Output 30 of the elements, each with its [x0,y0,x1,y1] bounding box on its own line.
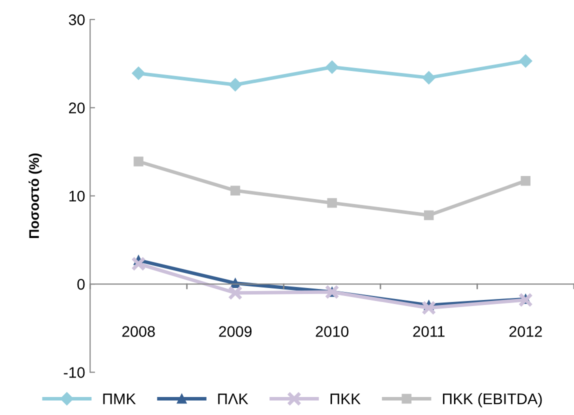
y-tick-label: 20 [69,102,85,114]
x-tick-label: 2012 [509,326,542,337]
point [520,176,530,186]
y-tick-label: 10 [69,190,85,202]
point [230,186,240,196]
x-tick-label: 2011 [413,326,445,337]
point [132,66,146,80]
point [324,284,340,300]
legend-label: ΠΛΚ [218,394,248,404]
point [131,256,146,272]
y-tick-label: 30 [68,14,85,26]
point [519,54,532,68]
x-tick-label: 2009 [219,326,252,337]
legend-label: ΠΚΚ [330,394,361,404]
point [422,71,436,84]
y-tick-label: -10 [64,367,85,378]
point [518,292,533,308]
point [424,210,434,220]
x-tick-label: 2008 [122,326,155,337]
legend-label: ΠΚΚ (EBITDA) [442,393,542,408]
point [228,78,242,92]
point [228,286,243,300]
point [422,300,436,316]
point [325,60,339,74]
legend-label: ΠΜΚ [103,394,136,404]
y-axis-title: Ποσοστό (%) [28,154,42,238]
point [327,198,337,208]
x-tick-label: 2010 [316,326,348,337]
y-tick-label: 0 [77,278,85,290]
point [134,156,144,166]
